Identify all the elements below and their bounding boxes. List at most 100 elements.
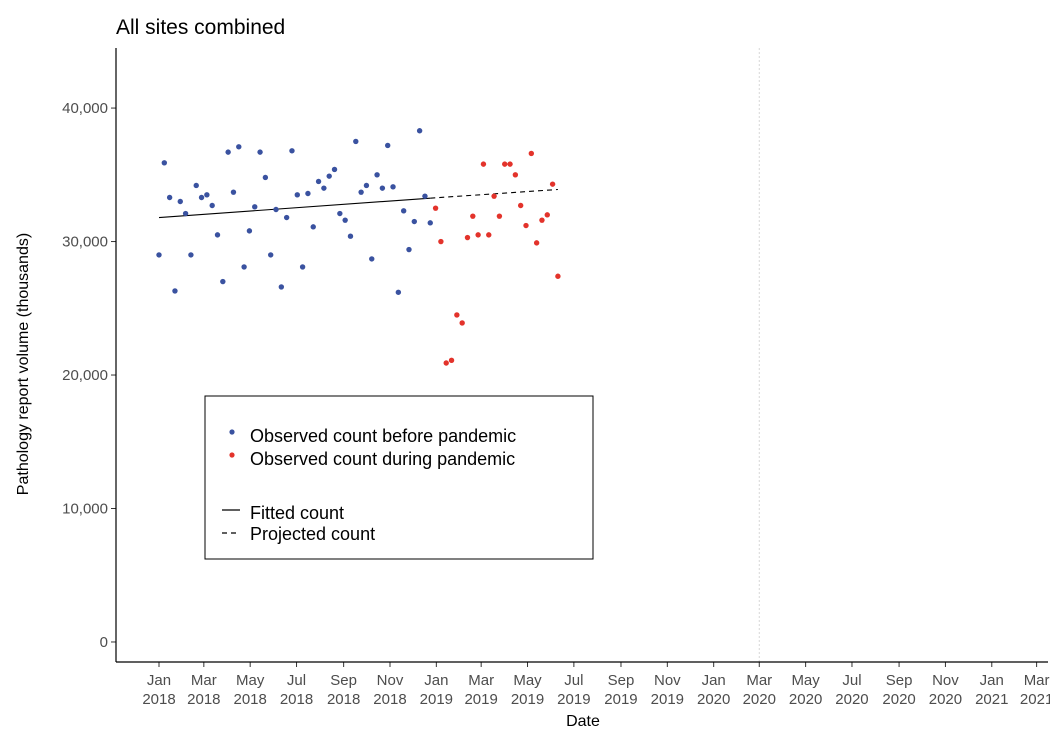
legend-marker-before — [229, 429, 235, 435]
x-tick-label-month: May — [791, 672, 820, 689]
x-tick-label-year: 2018 — [280, 691, 313, 708]
point-during-pandemic — [438, 238, 444, 245]
x-tick-label-year: 2018 — [187, 691, 220, 708]
x-tick-label-year: 2020 — [743, 691, 776, 708]
legend-label-during: Observed count during pandemic — [250, 449, 515, 469]
point-during-pandemic — [454, 312, 460, 318]
x-tick-label-year: 2020 — [697, 691, 730, 708]
point-before-pandemic — [278, 284, 285, 290]
point-during-pandemic — [528, 150, 535, 157]
point-during-pandemic — [459, 320, 465, 326]
point-before-pandemic — [310, 224, 316, 230]
point-before-pandemic — [395, 289, 402, 295]
legend: Observed count before pandemic Observed … — [204, 395, 594, 560]
point-during-pandemic — [464, 234, 471, 241]
fitted-count-line — [158, 197, 431, 219]
x-tick-label-year: 2020 — [835, 691, 868, 708]
x-tick-label-month: Jul — [564, 672, 583, 689]
x-tick-label-year: 2019 — [604, 691, 637, 708]
x-tick-label-month: Sep — [608, 672, 635, 689]
point-before-pandemic — [321, 185, 327, 191]
point-before-pandemic — [193, 182, 199, 189]
point-during-pandemic — [544, 212, 550, 218]
x-axis-ticks: Jan 2018 Mar 2018 May 2018 Jul 2018 Sep 2018 Nov 20… — [142, 662, 1050, 708]
point-during-pandemic — [507, 161, 513, 167]
point-before-pandemic — [161, 160, 168, 166]
point-before-pandemic — [416, 128, 423, 134]
legend-label-fitted: Fitted count — [250, 503, 344, 523]
x-tick-label-year: 2018 — [233, 691, 266, 708]
y-tick-label: 30,000 — [62, 234, 108, 251]
x-tick-label-year: 2021 — [975, 691, 1008, 708]
x-tick-label-month: Mar — [468, 672, 494, 689]
point-before-pandemic — [252, 204, 258, 210]
point-before-pandemic — [363, 182, 370, 189]
legend-label-projected: Projected count — [250, 524, 375, 544]
point-during-pandemic — [480, 161, 487, 167]
point-before-pandemic — [198, 194, 205, 201]
x-tick-label-year: 2020 — [882, 691, 915, 708]
x-tick-label-month: Nov — [654, 672, 681, 689]
point-during-pandemic — [475, 232, 481, 238]
x-tick-label-month: Mar — [746, 672, 772, 689]
x-tick-label-month: May — [236, 672, 265, 689]
point-before-pandemic — [273, 206, 279, 213]
point-during-pandemic — [502, 161, 508, 167]
point-before-pandemic — [283, 214, 290, 221]
x-tick-label-month: Nov — [932, 672, 959, 689]
point-during-pandemic — [496, 213, 503, 219]
point-before-pandemic — [182, 210, 189, 217]
point-before-pandemic — [267, 252, 274, 258]
y-axis-label: Pathology report volume (thousands) — [15, 233, 32, 495]
point-before-pandemic — [204, 192, 210, 198]
point-before-pandemic — [289, 148, 295, 154]
point-before-pandemic — [214, 232, 221, 238]
x-tick-label-month: Nov — [377, 672, 404, 689]
x-tick-label-month: Jul — [842, 672, 861, 689]
x-tick-label-month: Jan — [980, 672, 1004, 689]
point-before-pandemic — [374, 172, 380, 178]
point-during-pandemic — [533, 240, 540, 246]
point-before-pandemic — [172, 288, 178, 294]
point-before-pandemic — [337, 210, 343, 217]
chart-title: All sites combined — [116, 16, 285, 39]
x-tick-label-month: Jul — [287, 672, 306, 689]
point-before-pandemic — [347, 233, 354, 239]
point-before-pandemic — [262, 174, 269, 181]
point-before-pandemic — [379, 185, 386, 191]
point-before-pandemic — [353, 138, 359, 145]
point-before-pandemic — [225, 149, 231, 155]
point-during-pandemic — [539, 217, 545, 223]
x-tick-label-year: 2018 — [373, 691, 406, 708]
x-axis-label: Date — [566, 713, 600, 730]
point-before-pandemic — [156, 252, 162, 258]
point-before-pandemic — [188, 252, 194, 258]
point-before-pandemic — [246, 228, 253, 234]
point-before-pandemic — [299, 264, 306, 270]
x-tick-label-month: Jan — [147, 672, 171, 689]
point-before-pandemic — [241, 264, 247, 270]
point-during-pandemic — [448, 357, 455, 364]
point-before-pandemic — [331, 166, 338, 173]
x-tick-label-year: 2018 — [327, 691, 360, 708]
point-before-pandemic — [315, 178, 322, 185]
point-before-pandemic — [305, 190, 311, 197]
point-during-pandemic — [443, 360, 449, 366]
y-axis-ticks: 0 10,000 20,000 30,000 40,000 — [62, 100, 116, 651]
x-tick-label-month: Mar — [191, 672, 217, 689]
x-tick-label-year: 2018 — [142, 691, 175, 708]
point-before-pandemic — [177, 198, 183, 205]
x-tick-label-year: 2019 — [557, 691, 590, 708]
point-during-pandemic — [486, 232, 492, 238]
point-during-pandemic — [555, 273, 561, 279]
point-during-pandemic — [491, 193, 497, 199]
point-before-pandemic — [385, 142, 391, 149]
point-before-pandemic — [326, 173, 332, 179]
x-tick-label-month: May — [513, 672, 542, 689]
legend-label-before: Observed count before pandemic — [250, 426, 516, 446]
point-during-pandemic — [432, 205, 439, 211]
x-tick-label-month: Mar — [1024, 672, 1050, 689]
legend-box — [204, 395, 594, 560]
x-tick-label-month: Sep — [330, 672, 357, 689]
